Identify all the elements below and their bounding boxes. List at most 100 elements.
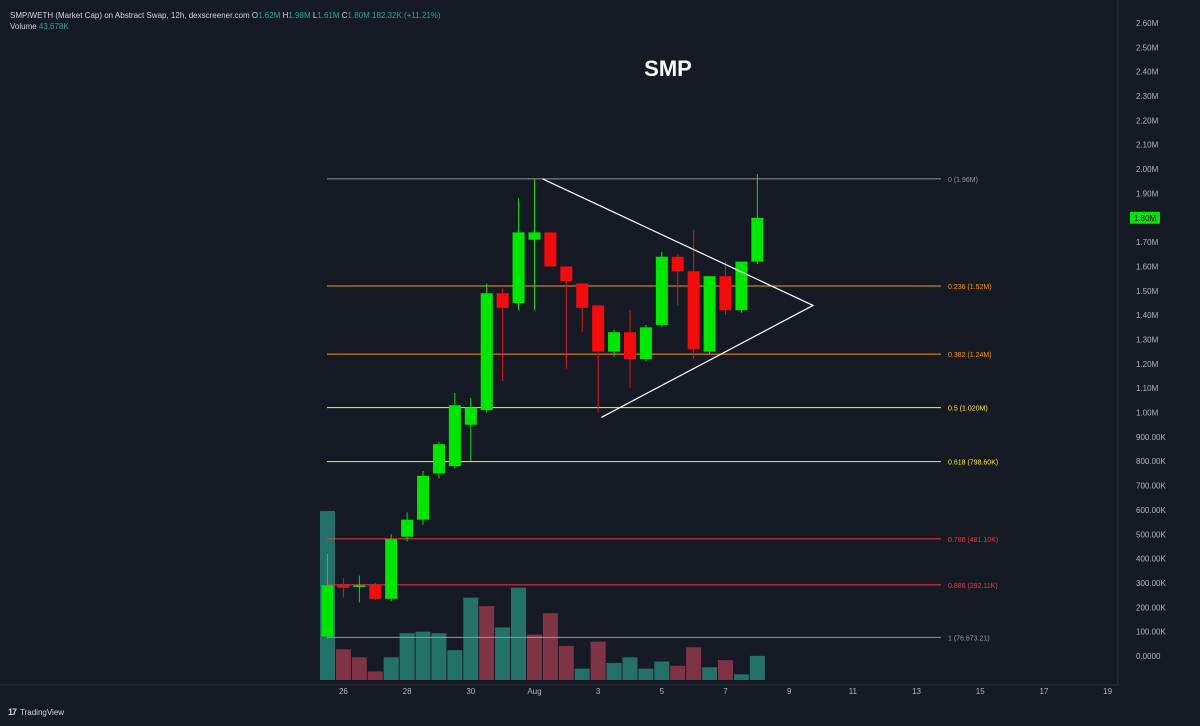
- y-tick-label: 1.60M: [1136, 262, 1159, 271]
- volume-bar: [542, 613, 558, 680]
- legend-open: 1.62M: [258, 11, 281, 20]
- volume-bar: [558, 645, 574, 680]
- fib-level-label: 0.5 (1.020M): [948, 406, 988, 413]
- volume-bar: [511, 587, 527, 680]
- y-tick-label: 1.00M: [1136, 409, 1159, 418]
- candle-up: [512, 232, 525, 303]
- x-tick-label: 28: [403, 687, 412, 696]
- x-tick-label: 17: [1039, 687, 1048, 696]
- candle-up: [608, 332, 621, 352]
- tradingview-wordmark: TradingView: [20, 707, 65, 717]
- volume-bar: [590, 641, 606, 680]
- candle-down: [719, 276, 732, 311]
- y-tick-label: 2.50M: [1136, 43, 1159, 52]
- legend-high-label: H: [282, 11, 289, 20]
- y-tick-label: 1.40M: [1136, 311, 1159, 320]
- current-price-label: 1.80M: [1134, 214, 1157, 223]
- volume-bar: [574, 668, 590, 680]
- volume-bar: [351, 657, 367, 680]
- legend-close-label: C: [341, 11, 348, 20]
- volume-bar: [622, 657, 638, 680]
- legend-change: 182.32K (+11.21%): [372, 11, 441, 20]
- x-tick-label: 9: [787, 687, 792, 696]
- volume-bar: [463, 597, 479, 680]
- legend-low: 1.61M: [317, 11, 340, 20]
- fib-level-label: 0.236 (1.52M): [948, 284, 992, 291]
- tradingview-mark-icon: 17: [8, 707, 17, 717]
- y-tick-label: 100.00K: [1136, 628, 1166, 637]
- candle-down: [544, 232, 557, 267]
- y-tick-label: 200.00K: [1136, 603, 1166, 612]
- volume-bar: [383, 657, 399, 680]
- candle-up: [401, 519, 414, 537]
- x-tick-label: Aug: [527, 687, 541, 696]
- x-tick-label: 30: [466, 687, 475, 696]
- chart-legend: SMP/WETH (Market Cap) on Abstract Swap, …: [10, 10, 441, 32]
- x-tick-label: 5: [660, 687, 665, 696]
- candle-down: [337, 585, 350, 588]
- y-tick-label: 500.00K: [1136, 530, 1166, 539]
- volume-bar: [479, 606, 495, 680]
- x-tick-label: 11: [849, 687, 858, 696]
- y-tick-label: 2.60M: [1136, 19, 1159, 28]
- y-tick-label: 400.00K: [1136, 555, 1166, 564]
- volume-bar: [733, 674, 749, 680]
- volume-bar: [638, 668, 654, 680]
- y-tick-label: 0.0000: [1136, 652, 1161, 661]
- candle-up: [735, 261, 748, 311]
- fib-level-label: 0 (1.96M): [948, 177, 978, 184]
- candle-up: [385, 539, 398, 599]
- chart-title: SMP: [644, 56, 692, 81]
- candle-up: [528, 232, 541, 240]
- candle-up: [703, 276, 716, 352]
- candle-up: [353, 585, 366, 587]
- candle-down: [560, 266, 573, 282]
- volume-bar: [718, 660, 733, 680]
- volume-bar: [447, 650, 463, 680]
- candle-down: [592, 305, 605, 352]
- triangle-pattern: [542, 178, 815, 418]
- volume-bar: [670, 665, 686, 680]
- legend-volume-row: Volume 43.678K: [10, 21, 441, 32]
- volume-bar: [399, 633, 415, 680]
- y-tick-label: 800.00K: [1136, 457, 1166, 466]
- candle-down: [496, 293, 509, 308]
- volume-bar: [654, 661, 670, 680]
- legend-ohlc-row: SMP/WETH (Market Cap) on Abstract Swap, …: [10, 10, 441, 21]
- x-tick-label: 7: [723, 687, 728, 696]
- x-tick-label: 26: [339, 687, 348, 696]
- candle-up: [639, 327, 652, 359]
- legend-low-label: L: [312, 11, 318, 20]
- volume-bar: [606, 662, 622, 680]
- legend-close: 1.80M: [347, 11, 370, 20]
- volume-bar: [749, 655, 765, 680]
- x-tick-label: 13: [912, 687, 921, 696]
- tradingview-logo[interactable]: 17 TradingView: [8, 707, 64, 717]
- y-tick-label: 600.00K: [1136, 506, 1166, 515]
- fib-level-label: 0.618 (798.60K): [948, 460, 998, 467]
- volume-bar: [335, 649, 351, 680]
- candle-up: [448, 405, 461, 467]
- y-tick-label: 1.20M: [1136, 360, 1159, 369]
- y-tick-label: 1.70M: [1136, 238, 1159, 247]
- volume-bar: [702, 667, 718, 680]
- fib-level-label: 0.786 (481.10K): [948, 537, 998, 544]
- volume-bar: [415, 631, 431, 680]
- volume-bar: [526, 634, 542, 680]
- volume-bar: [686, 647, 702, 680]
- candle-down: [687, 271, 700, 350]
- legend-high: 1.98M: [288, 11, 311, 20]
- fib-level-label: 1 (76,673.21): [948, 635, 990, 642]
- legend-volume: 43.678K: [38, 22, 69, 31]
- y-tick-label: 700.00K: [1136, 482, 1166, 491]
- x-tick-label: 3: [596, 687, 601, 696]
- fib-level-label: 0.886 (292.11K): [948, 583, 998, 590]
- candle-up: [321, 585, 334, 637]
- x-tick-label: 19: [1103, 687, 1112, 696]
- x-tick-label: 15: [976, 687, 985, 696]
- fib-level-label: 0.382 (1.24M): [948, 352, 992, 359]
- y-tick-label: 1.10M: [1136, 384, 1159, 393]
- y-tick-label: 2.40M: [1136, 68, 1159, 77]
